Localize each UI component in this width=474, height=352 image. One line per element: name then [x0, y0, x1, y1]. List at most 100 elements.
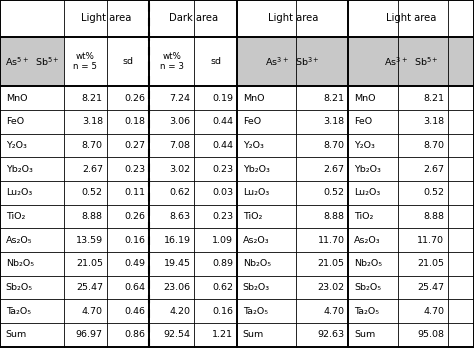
Text: MnO: MnO — [243, 94, 264, 102]
Text: 3.18: 3.18 — [82, 117, 103, 126]
Text: 8.70: 8.70 — [324, 141, 345, 150]
Text: 0.26: 0.26 — [125, 212, 146, 221]
Text: 0.23: 0.23 — [124, 165, 146, 174]
Text: 19.45: 19.45 — [164, 259, 191, 268]
Text: 8.63: 8.63 — [169, 212, 191, 221]
Text: 8.88: 8.88 — [423, 212, 444, 221]
Text: Light area: Light area — [82, 13, 132, 24]
Text: 2.67: 2.67 — [324, 165, 345, 174]
Text: 0.62: 0.62 — [170, 188, 191, 197]
Text: Light area: Light area — [386, 13, 437, 24]
Text: As₂O₃: As₂O₃ — [243, 235, 269, 245]
Text: 8.88: 8.88 — [82, 212, 103, 221]
Text: Nb₂O₅: Nb₂O₅ — [243, 259, 271, 268]
Text: 96.97: 96.97 — [76, 331, 103, 339]
Text: 23.06: 23.06 — [164, 283, 191, 292]
Text: 4.70: 4.70 — [324, 307, 345, 316]
Text: 0.26: 0.26 — [125, 94, 146, 102]
Text: Yb₂O₃: Yb₂O₃ — [6, 165, 33, 174]
Text: 0.89: 0.89 — [212, 259, 233, 268]
Text: 11.70: 11.70 — [417, 235, 444, 245]
Text: FeO: FeO — [354, 117, 372, 126]
Text: TiO₂: TiO₂ — [243, 212, 262, 221]
Text: As₂O₃: As₂O₃ — [354, 235, 381, 245]
Text: 0.03: 0.03 — [212, 188, 233, 197]
Text: Dark area: Dark area — [169, 13, 218, 24]
Text: FeO: FeO — [243, 117, 261, 126]
Text: 4.70: 4.70 — [82, 307, 103, 316]
Text: 4.20: 4.20 — [170, 307, 191, 316]
Bar — [237, 37, 348, 86]
Text: 8.88: 8.88 — [324, 212, 345, 221]
Text: wt%
n = 3: wt% n = 3 — [160, 52, 184, 71]
Text: Sum: Sum — [243, 331, 264, 339]
Text: As$^{3+}$  Sb$^{3+}$: As$^{3+}$ Sb$^{3+}$ — [265, 55, 320, 68]
Text: Sum: Sum — [354, 331, 375, 339]
Text: 1.09: 1.09 — [212, 235, 233, 245]
Text: 0.18: 0.18 — [125, 117, 146, 126]
Text: 8.70: 8.70 — [82, 141, 103, 150]
Text: MnO: MnO — [6, 94, 27, 102]
Text: As$^{3+}$  Sb$^{5+}$: As$^{3+}$ Sb$^{5+}$ — [384, 55, 438, 68]
Text: 92.54: 92.54 — [164, 331, 191, 339]
Text: Nb₂O₅: Nb₂O₅ — [354, 259, 382, 268]
Text: Nb₂O₅: Nb₂O₅ — [6, 259, 34, 268]
Text: Ta₂O₅: Ta₂O₅ — [6, 307, 31, 316]
Text: 21.05: 21.05 — [417, 259, 444, 268]
Text: FeO: FeO — [6, 117, 24, 126]
Text: sd: sd — [210, 57, 221, 66]
Text: 3.06: 3.06 — [169, 117, 191, 126]
Text: 0.49: 0.49 — [125, 259, 146, 268]
Text: 0.44: 0.44 — [212, 117, 233, 126]
Text: 0.44: 0.44 — [212, 141, 233, 150]
Text: Lu₂O₃: Lu₂O₃ — [6, 188, 32, 197]
Text: sd: sd — [122, 57, 134, 66]
Text: Sb₂O₅: Sb₂O₅ — [6, 283, 33, 292]
Text: 13.59: 13.59 — [76, 235, 103, 245]
Text: 8.21: 8.21 — [324, 94, 345, 102]
Text: 3.18: 3.18 — [423, 117, 444, 126]
Text: 0.64: 0.64 — [125, 283, 146, 292]
Text: Lu₂O₃: Lu₂O₃ — [354, 188, 380, 197]
Text: 21.05: 21.05 — [318, 259, 345, 268]
Text: Yb₂O₃: Yb₂O₃ — [354, 165, 381, 174]
Text: 25.47: 25.47 — [76, 283, 103, 292]
Text: 0.23: 0.23 — [212, 165, 233, 174]
Text: 92.63: 92.63 — [318, 331, 345, 339]
Text: Sb₂O₅: Sb₂O₅ — [354, 283, 381, 292]
Text: TiO₂: TiO₂ — [354, 212, 374, 221]
Text: Yb₂O₃: Yb₂O₃ — [243, 165, 270, 174]
Text: wt%
n = 5: wt% n = 5 — [73, 52, 97, 71]
Text: Lu₂O₃: Lu₂O₃ — [243, 188, 269, 197]
Text: 0.19: 0.19 — [212, 94, 233, 102]
Text: Y₂O₃: Y₂O₃ — [6, 141, 27, 150]
Text: As₂O₅: As₂O₅ — [6, 235, 32, 245]
Text: 16.19: 16.19 — [164, 235, 191, 245]
Text: 4.70: 4.70 — [423, 307, 444, 316]
Text: 7.08: 7.08 — [170, 141, 191, 150]
Text: 25.47: 25.47 — [417, 283, 444, 292]
Text: 0.16: 0.16 — [212, 307, 233, 316]
Text: 7.24: 7.24 — [170, 94, 191, 102]
Text: 95.08: 95.08 — [417, 331, 444, 339]
Text: 0.27: 0.27 — [125, 141, 146, 150]
Text: 21.05: 21.05 — [76, 259, 103, 268]
Text: Ta₂O₅: Ta₂O₅ — [243, 307, 268, 316]
Text: 2.67: 2.67 — [82, 165, 103, 174]
Text: 0.52: 0.52 — [82, 188, 103, 197]
Text: 2.67: 2.67 — [423, 165, 444, 174]
Text: 0.46: 0.46 — [125, 307, 146, 316]
Bar — [348, 37, 474, 86]
Text: 0.52: 0.52 — [324, 188, 345, 197]
Text: Light area: Light area — [267, 13, 318, 24]
Text: 0.52: 0.52 — [423, 188, 444, 197]
Bar — [0, 37, 64, 86]
Text: 3.02: 3.02 — [169, 165, 191, 174]
Text: 0.16: 0.16 — [125, 235, 146, 245]
Text: MnO: MnO — [354, 94, 375, 102]
Text: 1.21: 1.21 — [212, 331, 233, 339]
Text: Y₂O₃: Y₂O₃ — [354, 141, 375, 150]
Text: Sb₂O₃: Sb₂O₃ — [243, 283, 270, 292]
Text: 0.23: 0.23 — [212, 212, 233, 221]
Text: 23.02: 23.02 — [318, 283, 345, 292]
